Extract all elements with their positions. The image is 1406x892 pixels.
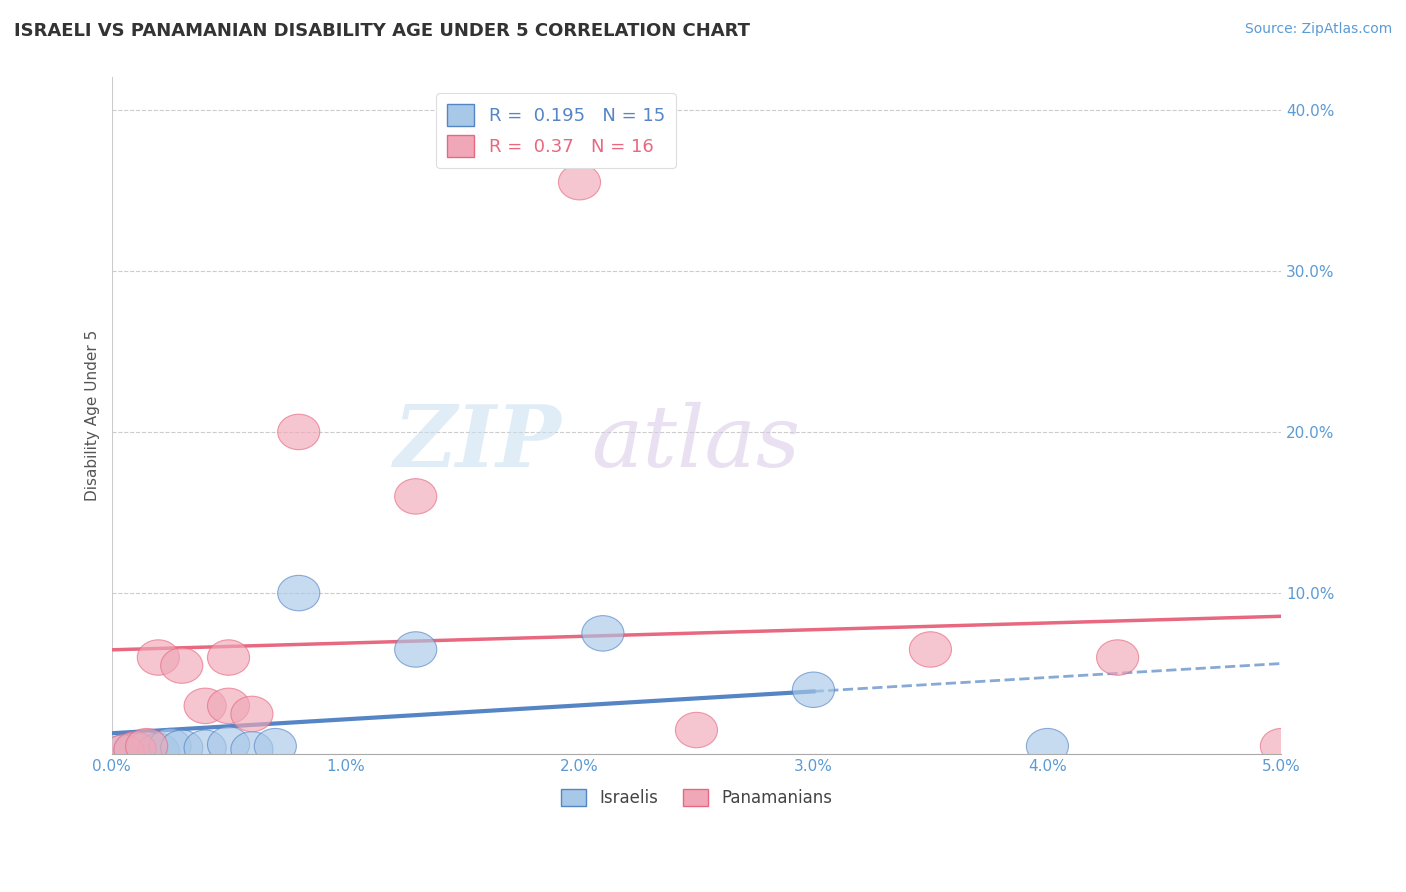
Text: ZIP: ZIP [394,401,562,484]
Ellipse shape [184,688,226,723]
Ellipse shape [160,730,202,765]
Ellipse shape [208,640,250,675]
Ellipse shape [558,164,600,200]
Ellipse shape [208,688,250,723]
Ellipse shape [208,727,250,763]
Ellipse shape [114,733,156,769]
Ellipse shape [114,731,156,767]
Ellipse shape [103,735,145,771]
Ellipse shape [125,729,167,764]
Ellipse shape [277,414,319,450]
Text: atlas: atlas [591,401,800,484]
Ellipse shape [395,479,437,514]
Ellipse shape [149,729,191,764]
Y-axis label: Disability Age Under 5: Disability Age Under 5 [86,330,100,501]
Ellipse shape [231,731,273,767]
Ellipse shape [103,735,145,771]
Ellipse shape [793,672,835,707]
Ellipse shape [1260,729,1302,764]
Text: ISRAELI VS PANAMANIAN DISABILITY AGE UNDER 5 CORRELATION CHART: ISRAELI VS PANAMANIAN DISABILITY AGE UND… [14,22,749,40]
Ellipse shape [138,640,180,675]
Ellipse shape [910,632,952,667]
Ellipse shape [277,575,319,611]
Ellipse shape [1097,640,1139,675]
Ellipse shape [184,730,226,765]
Legend: Israelis, Panamanians: Israelis, Panamanians [554,782,839,814]
Text: Source: ZipAtlas.com: Source: ZipAtlas.com [1244,22,1392,37]
Ellipse shape [125,731,167,767]
Ellipse shape [582,615,624,651]
Ellipse shape [138,733,180,769]
Ellipse shape [1026,729,1069,764]
Ellipse shape [675,713,717,747]
Ellipse shape [395,632,437,667]
Ellipse shape [254,729,297,764]
Ellipse shape [231,696,273,731]
Ellipse shape [160,648,202,683]
